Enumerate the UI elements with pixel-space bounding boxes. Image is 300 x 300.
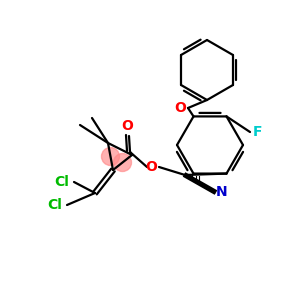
Text: O: O xyxy=(174,101,186,115)
Text: O: O xyxy=(121,119,133,133)
Text: Cl: Cl xyxy=(48,198,62,212)
Circle shape xyxy=(113,154,131,172)
Text: N: N xyxy=(216,185,228,199)
Text: Cl: Cl xyxy=(55,175,69,189)
Text: O: O xyxy=(145,160,157,174)
Circle shape xyxy=(101,148,119,166)
Text: F: F xyxy=(252,125,262,139)
